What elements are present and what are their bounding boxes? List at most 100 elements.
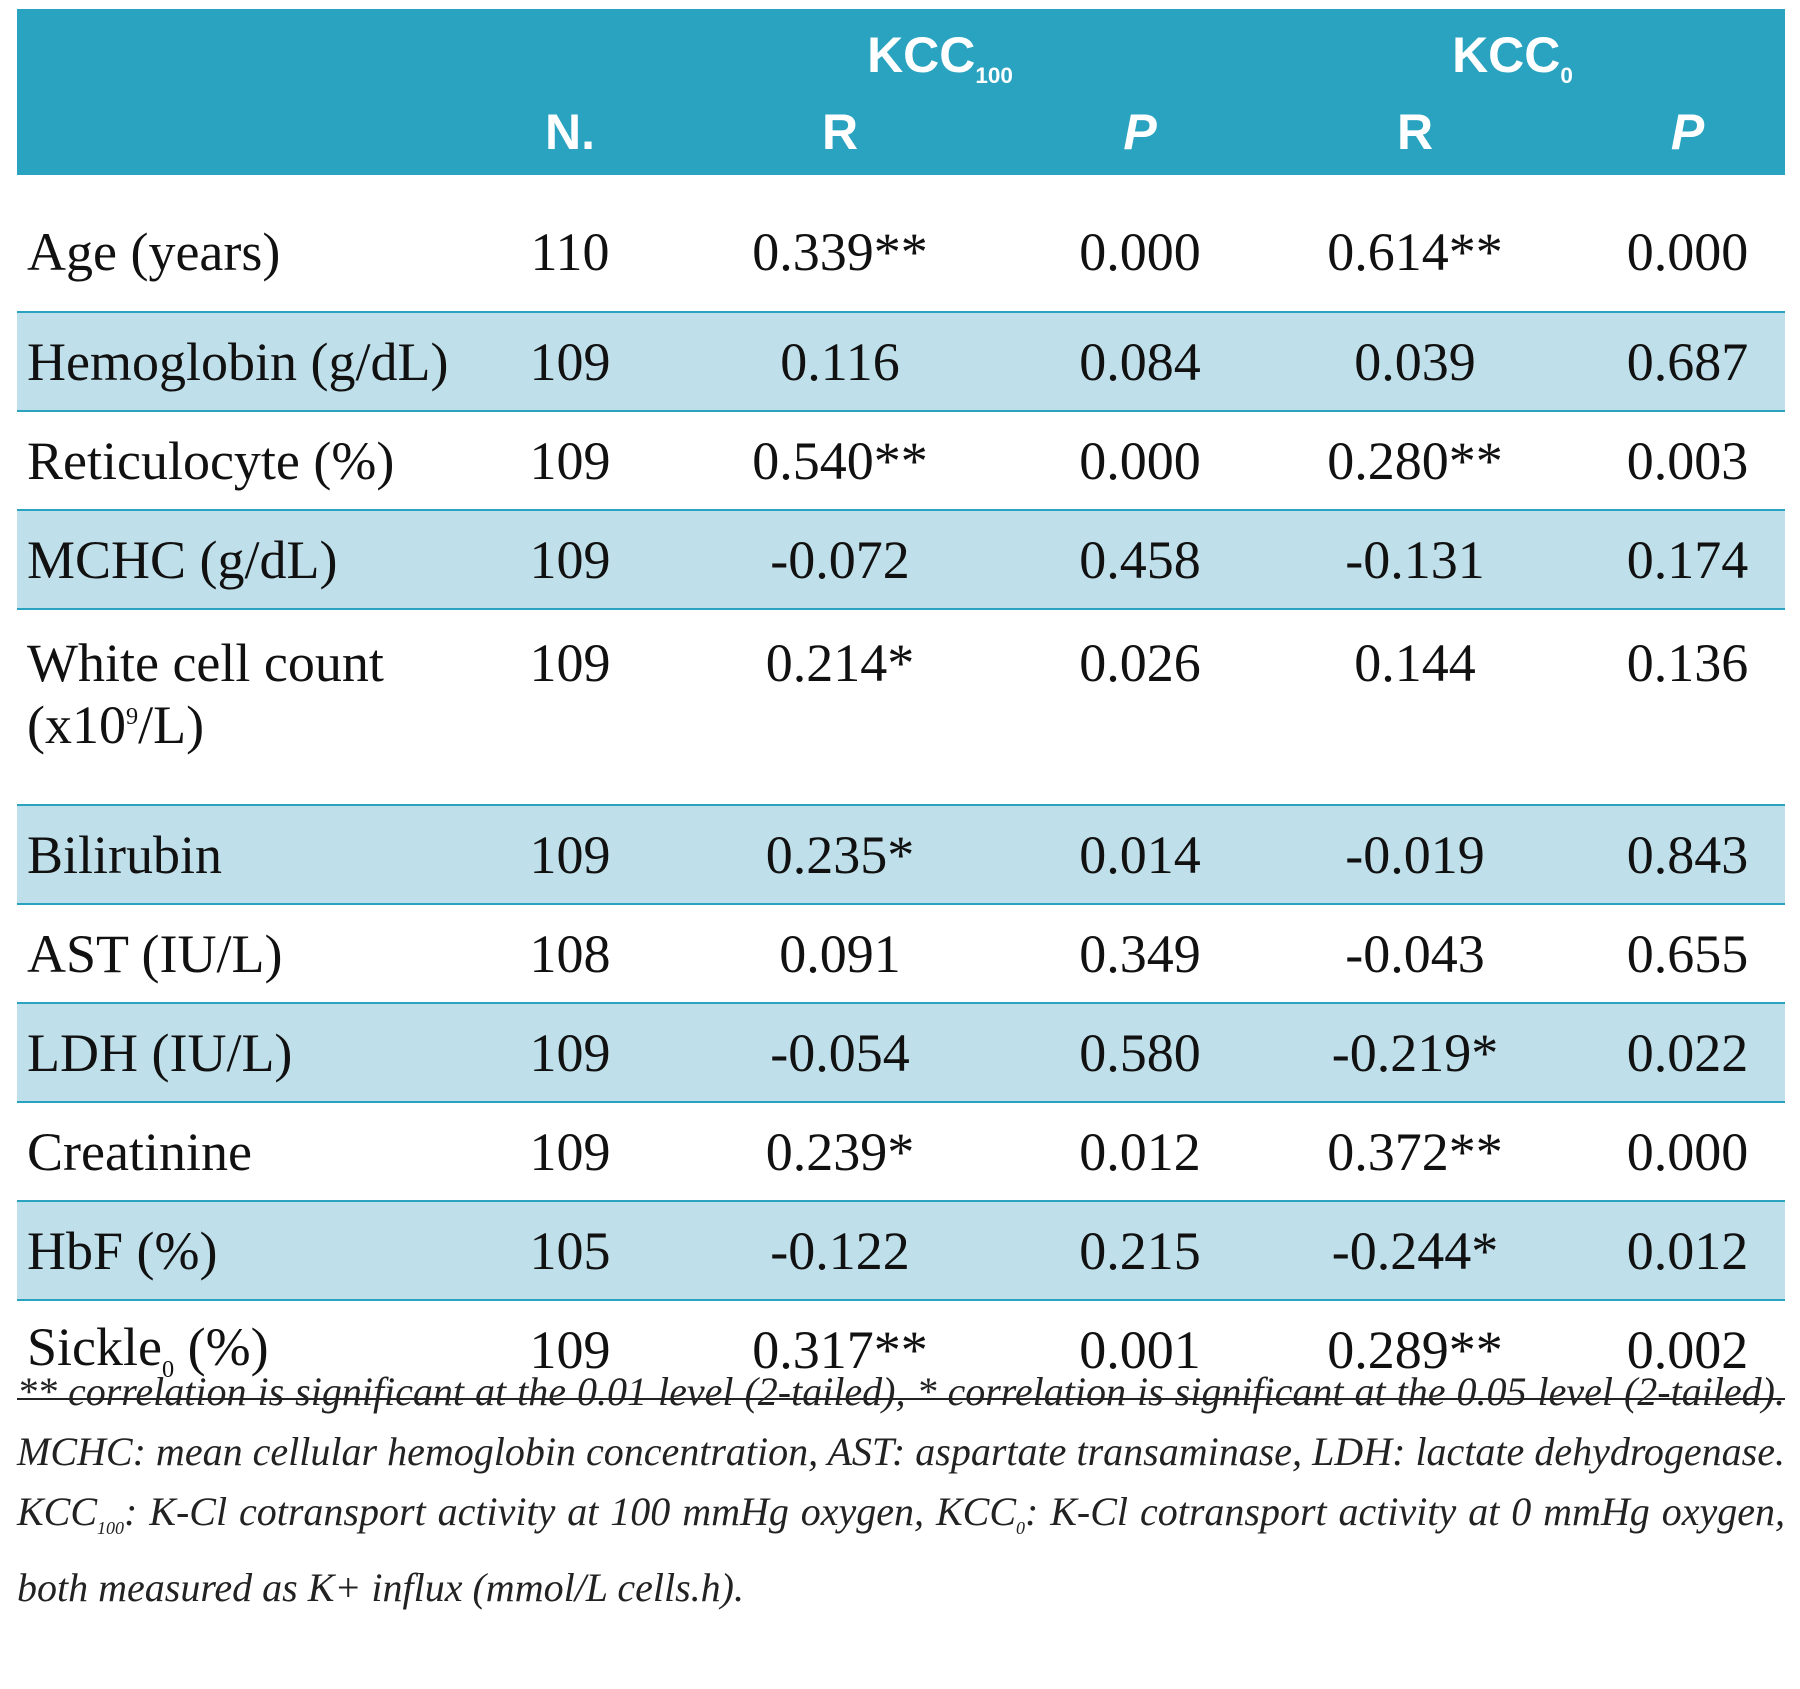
row-label: Sickle0 (%) [17,1300,500,1400]
cell: 0.026 [1079,633,1201,693]
cell: 0.022 [1590,1002,1785,1103]
text: Reticulocyte (%) [27,430,395,491]
cell: 109 [500,509,640,610]
cell: -0.219* [1240,1002,1590,1103]
cell: 0.012 [1079,1121,1201,1182]
cell: 0.214* [765,633,915,693]
table-row: Hemoglobin (g/dL) 109 0.116 0.084 0.039 0.687 [17,311,1785,412]
header-blank [17,89,500,175]
row-label: Creatinine [17,1102,500,1201]
cell: 0.000 [1626,1121,1749,1182]
cell: -0.122 [640,1200,1040,1301]
cell: 0.215 [1040,1200,1240,1301]
table-row: Bilirubin 109 0.235* 0.014 -0.019 0.843 [17,804,1785,905]
cell: 0.614** [1327,222,1503,282]
cell: 109 [529,633,611,693]
cell: 109 [500,1300,640,1400]
table-row: White cell count (x109/L) 109 0.214* 0.026 0… [17,609,1785,805]
table-row: LDH (IU/L) 109 -0.054 0.580 -0.219* 0.022 [17,1002,1785,1103]
row-label: Reticulocyte (%) [17,411,500,510]
column-header: P [1040,89,1240,175]
cell: 0.280** [1327,430,1503,491]
table-header: KCC100 KCC0 N. R P R P [17,9,1785,175]
column-header: R [1240,89,1590,175]
cell: 0.580 [1040,1002,1240,1103]
cell: 0.136 [1626,633,1749,693]
text: : K-Cl cotransport activity at 100 mmHg … [124,1489,1016,1534]
cell: 0.239* [765,1121,915,1182]
cell: 0.372** [1327,1121,1503,1182]
cell: 0.039 [1240,311,1590,412]
text: /L) [138,695,205,755]
cell: -0.072 [640,509,1040,610]
table-row: Creatinine 109 0.239* 0.012 0.372** 0.000 [17,1102,1785,1201]
row-label: Hemoglobin (g/dL) [17,311,500,412]
cell: 109 [500,1002,640,1103]
cell: 0.012 [1590,1200,1785,1301]
table-body: Age (years) 110 0.339** 0.000 0.614** 0.000 He… [17,175,1785,1400]
text: MCHC (g/dL) [27,529,338,590]
cell: 0.000 [1626,222,1749,282]
cell: 0.174 [1590,509,1785,610]
group-header-row: KCC100 KCC0 [17,9,1785,89]
row-label: HbF (%) [17,1200,500,1301]
cell: 105 [500,1200,640,1301]
subscript: 100 [97,1518,125,1538]
cell: 0.084 [1040,311,1240,412]
cell: -0.019 [1240,804,1590,905]
header-blank [17,9,640,89]
text: AST (IU/L) [27,923,283,984]
row-label: Age (years) [17,175,500,312]
table-row: AST (IU/L) 108 0.091 0.349 -0.043 0.655 [17,904,1785,1003]
cell: 0.144 [1354,633,1476,693]
cell: 0.000 [1079,430,1201,491]
cell: 109 [529,1121,611,1182]
cell: 0.000 [1079,222,1201,282]
cell: 108 [529,923,611,984]
column-header-row: N. R P R P [17,89,1785,175]
text: Sickle [27,1316,162,1377]
row-label: Bilirubin [17,804,500,905]
cell: 0.687 [1590,311,1785,412]
cell: -0.131 [1240,509,1590,610]
cell: 0.002 [1590,1300,1785,1400]
text: LDH (IU/L) [27,1022,293,1083]
cell: 0.001 [1040,1300,1240,1400]
row-label: MCHC (g/dL) [17,509,500,610]
subscript: 100 [975,63,1013,88]
cell: -0.244* [1240,1200,1590,1301]
subscript: 0 [1016,1518,1025,1538]
table-row: Reticulocyte (%) 109 0.540** 0.000 0.280** 0.… [17,411,1785,510]
text: KCC [1452,27,1561,83]
table-row: MCHC (g/dL) 109 -0.072 0.458 -0.131 0.174 [17,509,1785,610]
group-header: KCC0 [1240,9,1785,89]
cell: 0.289** [1240,1300,1590,1400]
subscript: 0 [1560,63,1573,88]
text: (%) [174,1316,269,1377]
cell: 109 [500,311,640,412]
cell: 0.091 [779,923,901,984]
cell: 0.540** [752,430,928,491]
cell: 0.339** [752,222,928,282]
column-header: N. [500,89,640,175]
row-label: White cell count (x109/L) [17,609,500,805]
text: ** correlation is significant at the 0.0… [17,1369,1785,1534]
text: Bilirubin [27,824,223,885]
subscript: 0 [161,1355,175,1383]
row-label: AST (IU/L) [17,904,500,1003]
text: Creatinine [27,1121,252,1182]
text: Age (years) [27,222,281,282]
superscript: 9 [125,703,139,730]
cell: 0.655 [1626,923,1749,984]
cell: 0.843 [1590,804,1785,905]
cell: 0.458 [1040,509,1240,610]
cell: -0.043 [1345,923,1485,984]
text: Hemoglobin (g/dL) [27,331,449,392]
text: KCC [867,27,976,83]
footnote: ** correlation is significant at the 0.0… [17,1362,1785,1618]
table-row: HbF (%) 105 -0.122 0.215 -0.244* 0.012 [17,1200,1785,1301]
cell: 0.014 [1040,804,1240,905]
table-row: Sickle0 (%) 109 0.317** 0.001 0.289** 0.002 [17,1300,1785,1400]
column-header: R [640,89,1040,175]
